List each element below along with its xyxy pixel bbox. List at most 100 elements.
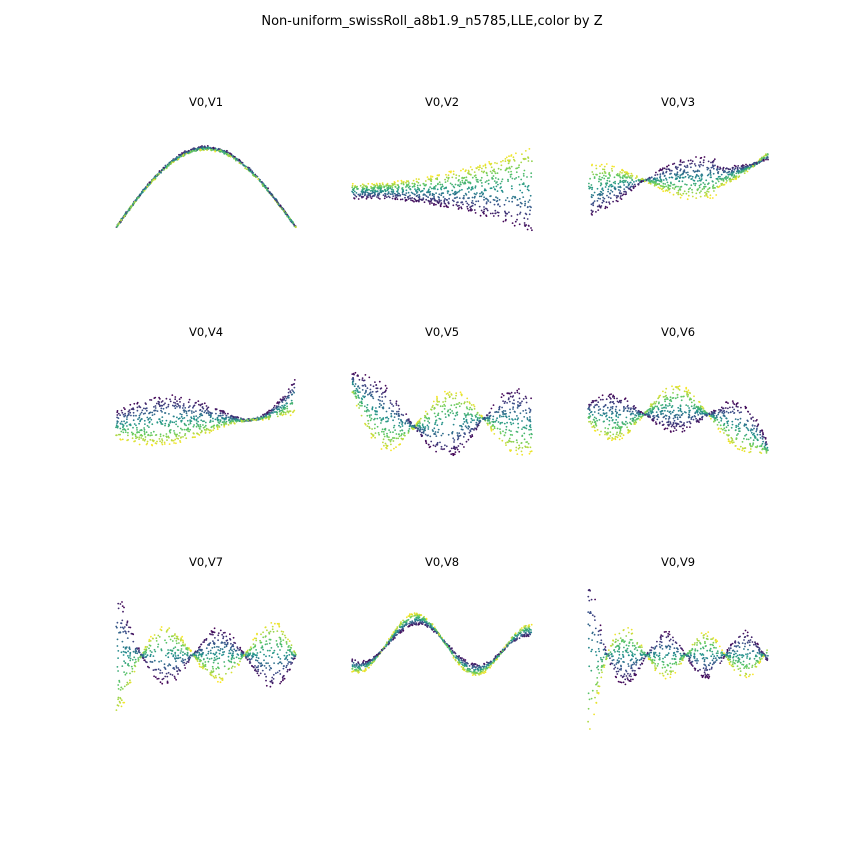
scatter-point bbox=[501, 393, 504, 395]
scatter-point bbox=[607, 395, 610, 398]
scatter-point bbox=[452, 170, 455, 173]
scatter-point bbox=[724, 407, 727, 409]
scatter-point bbox=[452, 412, 454, 415]
scatter-point bbox=[140, 411, 143, 414]
scatter-point bbox=[401, 191, 404, 194]
scatter-point bbox=[507, 159, 509, 161]
scatter-point bbox=[437, 428, 440, 431]
scatter-point bbox=[398, 414, 400, 417]
scatter-point bbox=[677, 185, 679, 188]
scatter-point bbox=[189, 151, 192, 154]
scatter-point bbox=[195, 415, 198, 417]
scatter-point bbox=[588, 405, 591, 407]
scatter-point bbox=[452, 397, 454, 400]
scatter-point bbox=[430, 175, 432, 178]
scatter-point bbox=[395, 400, 398, 403]
scatter-point bbox=[695, 197, 698, 199]
scatter-point bbox=[490, 407, 493, 410]
scatter-point bbox=[707, 160, 710, 163]
scatter-point bbox=[759, 431, 761, 434]
scatter-point bbox=[417, 181, 420, 184]
scatter-point bbox=[514, 196, 516, 199]
scatter-point bbox=[513, 224, 516, 227]
scatter-point bbox=[219, 409, 221, 412]
scatter-point bbox=[130, 206, 132, 208]
scatter-point bbox=[361, 404, 363, 407]
scatter-point bbox=[454, 397, 457, 400]
scatter-point bbox=[511, 187, 513, 190]
scatter-point bbox=[377, 197, 380, 199]
scatter-point bbox=[635, 410, 637, 412]
scatter-point bbox=[185, 424, 187, 427]
scatter-point bbox=[466, 202, 469, 205]
scatter-point bbox=[704, 195, 706, 197]
figure-title: Non-uniform_swissRoll_a8b1.9_n5785,LLE,c… bbox=[261, 14, 603, 29]
scatter-point bbox=[241, 161, 243, 164]
scatter-point bbox=[655, 180, 657, 183]
scatter-point bbox=[374, 185, 376, 188]
scatter-point bbox=[468, 431, 471, 434]
scatter-point bbox=[236, 419, 238, 422]
scatter-point bbox=[610, 189, 612, 192]
scatter-point bbox=[518, 392, 521, 395]
scatter-point bbox=[599, 398, 602, 401]
scatter-point bbox=[260, 415, 262, 418]
scatter-point bbox=[453, 193, 456, 196]
scatter-point bbox=[127, 439, 129, 441]
scatter-point bbox=[260, 181, 263, 183]
scatter-point bbox=[619, 431, 621, 434]
scatter-point bbox=[447, 433, 450, 436]
scatter-point bbox=[466, 401, 469, 403]
scatter-point bbox=[377, 195, 380, 197]
scatter-point bbox=[418, 419, 421, 421]
scatter-point bbox=[161, 423, 164, 425]
scatter-point bbox=[595, 173, 597, 176]
scatter-point bbox=[440, 202, 443, 204]
scatter-point bbox=[713, 186, 716, 189]
scatter-point bbox=[613, 422, 616, 424]
scatter-point bbox=[382, 407, 384, 410]
scatter-point bbox=[631, 183, 634, 185]
scatter-point bbox=[208, 431, 211, 434]
scatter-point bbox=[625, 420, 627, 423]
scatter-point bbox=[387, 195, 390, 198]
scatter-point bbox=[453, 418, 456, 420]
scatter-point bbox=[621, 168, 624, 171]
scatter-point bbox=[520, 442, 523, 444]
scatter-point bbox=[117, 412, 120, 415]
scatter-point bbox=[433, 407, 436, 410]
scatter-point bbox=[525, 412, 528, 414]
scatter-point bbox=[626, 422, 629, 425]
scatter-point bbox=[517, 417, 519, 419]
scatter-point bbox=[729, 406, 731, 409]
scatter-point bbox=[443, 200, 446, 203]
scatter-point bbox=[491, 420, 494, 423]
scatter-point bbox=[618, 173, 621, 175]
scatter-point bbox=[146, 185, 149, 188]
scatter-point bbox=[619, 176, 622, 178]
scatter-point bbox=[116, 414, 119, 416]
scatter-point bbox=[704, 183, 706, 186]
scatter-point bbox=[200, 419, 203, 422]
scatter-point bbox=[493, 427, 496, 430]
scatter-point bbox=[703, 186, 705, 188]
scatter-point bbox=[401, 425, 404, 427]
scatter-point bbox=[150, 432, 152, 434]
scatter-point bbox=[134, 435, 137, 438]
scatter-point bbox=[498, 405, 501, 408]
scatter-point bbox=[162, 434, 165, 437]
scatter-point bbox=[395, 193, 397, 196]
scatter-point bbox=[468, 187, 470, 189]
scatter-point bbox=[408, 185, 411, 188]
scatter-point bbox=[158, 418, 161, 421]
scatter-point bbox=[435, 403, 438, 406]
scatter-point bbox=[379, 198, 381, 200]
scatter-point bbox=[609, 192, 611, 195]
scatter-point bbox=[623, 398, 626, 401]
scatter-point bbox=[362, 395, 364, 397]
scatter-point bbox=[224, 412, 227, 415]
scatter-point bbox=[510, 440, 513, 443]
scatter-point bbox=[129, 403, 132, 406]
scatter-point bbox=[351, 381, 354, 384]
scatter-point bbox=[705, 193, 708, 196]
